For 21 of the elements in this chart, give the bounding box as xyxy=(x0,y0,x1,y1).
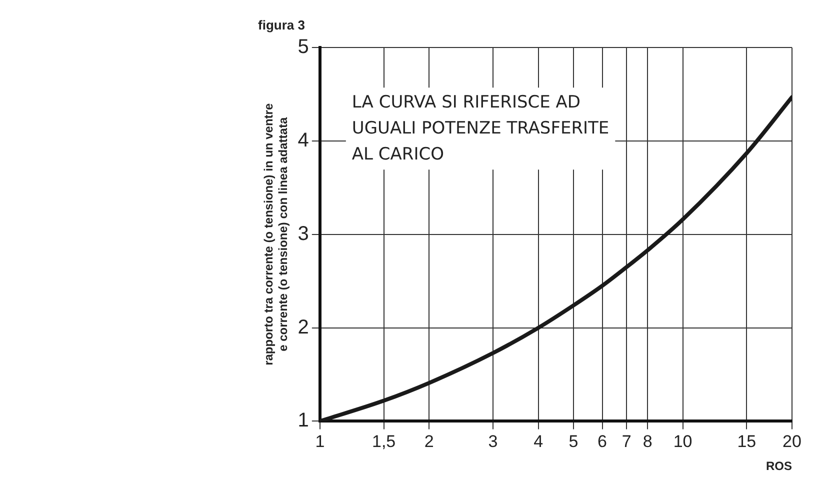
x-axis-title: ROS xyxy=(766,459,792,474)
x-tick-label: 15 xyxy=(737,432,756,452)
y-tick-label: 1 xyxy=(298,410,309,432)
x-tick-label: 8 xyxy=(642,432,652,452)
x-tick-label: 20 xyxy=(782,432,802,452)
y-tick-label: 3 xyxy=(298,222,309,245)
x-tick-label: 7 xyxy=(622,432,632,452)
x-tick-label: 3 xyxy=(488,432,498,452)
x-tick-label: 6 xyxy=(598,432,608,452)
x-tick-label: 10 xyxy=(673,432,692,452)
y-axis-title: rapporto tra corrente (o tensione) in un ventre e corrente (o tensione) con linea adattata xyxy=(262,103,290,366)
x-tick-label: 5 xyxy=(568,432,578,452)
x-tick-label: 1 xyxy=(315,432,325,452)
x-tick-label: 4 xyxy=(534,432,544,452)
x-tick-label: 1,5 xyxy=(372,432,396,452)
y-tick-label: 4 xyxy=(298,130,309,152)
y-tick-label: 2 xyxy=(298,316,309,338)
y-tick-label: 5 xyxy=(298,36,309,58)
chart-title: figura 3 xyxy=(258,17,305,32)
x-tick-label: 2 xyxy=(424,432,434,452)
annotation: LA CURVA SI RIFERISCE AD UGUALI POTENZE TRASFERITE AL CARICO xyxy=(352,92,610,165)
